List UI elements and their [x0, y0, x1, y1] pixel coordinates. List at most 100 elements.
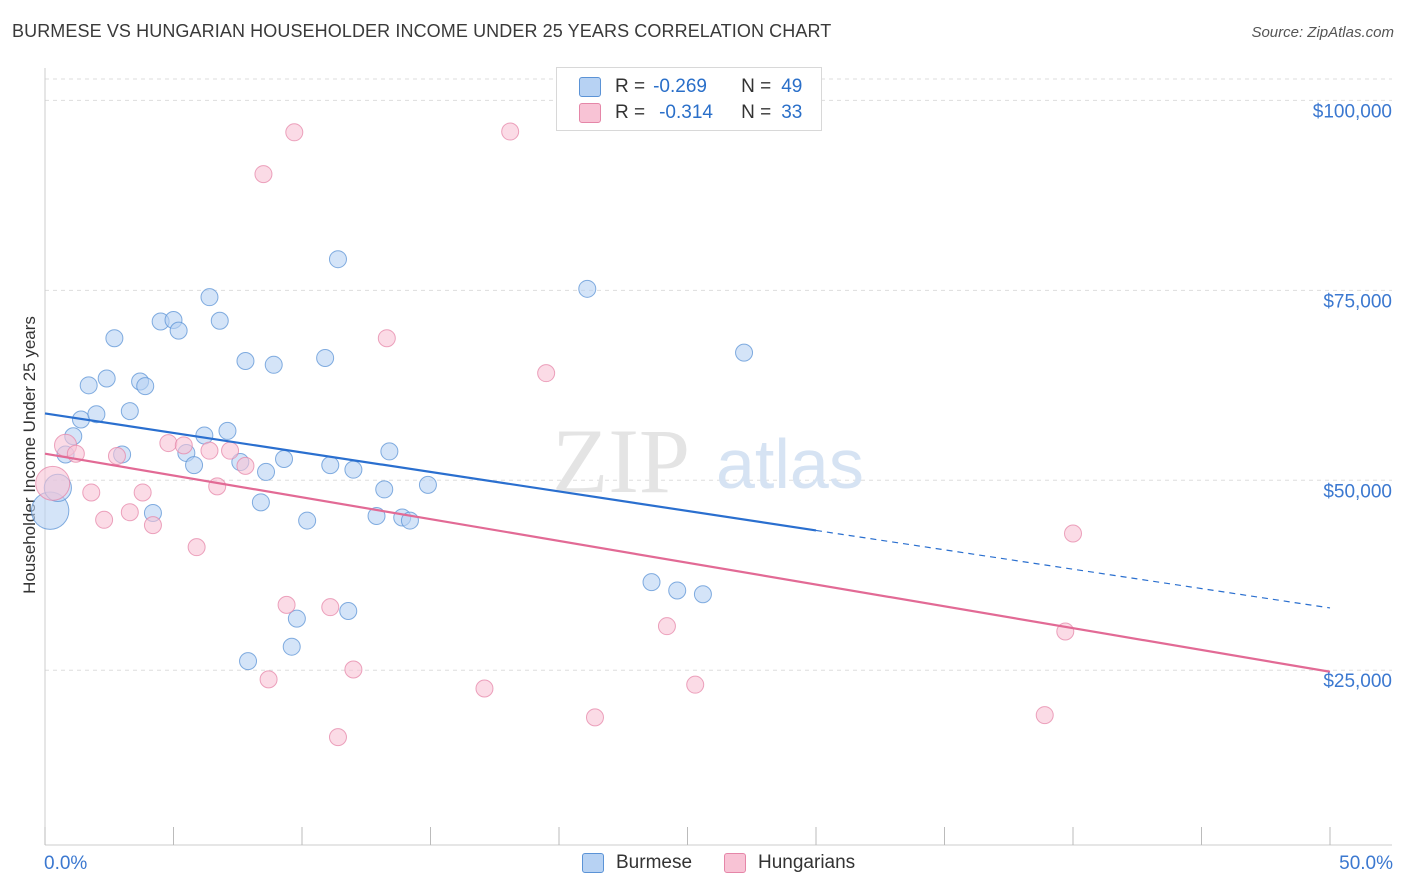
hungarian-point	[501, 122, 520, 141]
burmese-point	[418, 475, 437, 494]
hungarian-trend-line	[44, 452, 1331, 673]
hungarians-swatch	[579, 103, 601, 123]
hungarian-point	[475, 679, 494, 698]
legend-label: Burmese	[616, 852, 693, 873]
hungarian-point	[95, 510, 114, 529]
burmese-swatch	[582, 853, 604, 873]
burmese-point	[321, 456, 340, 475]
burmese-swatch	[579, 77, 601, 97]
gridlines	[45, 78, 1392, 671]
trend-lines	[44, 412, 1331, 673]
hungarian-point	[377, 329, 396, 348]
tick-labels: $25,000 $50,000 $75,000 $100,000 0.0% 50.0%	[44, 101, 1393, 874]
axes	[44, 68, 1392, 846]
r-label: R =	[615, 102, 646, 123]
r-label: R =	[615, 76, 646, 97]
burmese-point	[105, 329, 124, 348]
hungarian-point	[686, 675, 705, 694]
y-tick-label: $100,000	[1313, 101, 1392, 122]
hungarian-point	[328, 728, 347, 747]
burmese-point	[210, 311, 229, 330]
n-value: 49	[781, 76, 803, 97]
hungarian-point	[537, 364, 556, 383]
burmese-point	[578, 279, 597, 298]
legend-item-hungarians: Hungarians	[724, 852, 855, 874]
burmese-point	[339, 601, 358, 620]
hungarian-point	[585, 708, 604, 727]
x-tick-label: 0.0%	[44, 853, 87, 874]
y-tick-label: $25,000	[1323, 671, 1392, 692]
hungarian-point	[277, 595, 296, 614]
burmese-point	[375, 480, 394, 499]
burmese-point	[239, 652, 258, 671]
burmese-point	[120, 402, 139, 421]
burmese-point	[287, 609, 306, 628]
n-label: N =	[741, 102, 772, 123]
burmese-point	[275, 450, 294, 469]
data-points	[30, 122, 1082, 747]
series-legend: Burmese Hungarians	[0, 852, 1406, 878]
legend-label: Hungarians	[758, 852, 856, 873]
hungarian-point	[221, 441, 240, 460]
hungarian-point	[174, 436, 193, 455]
burmese-point	[380, 442, 399, 461]
burmese-point	[200, 288, 219, 307]
y-tick-label: $75,000	[1323, 291, 1392, 312]
hungarian-point	[254, 165, 273, 184]
hungarian-point	[236, 456, 255, 475]
burmese-trend-line	[44, 412, 817, 532]
stats-legend: R = -0.269 N = 49 R = -0.314 N = 33	[556, 67, 822, 131]
burmese-point	[136, 377, 155, 396]
chart-title: BURMESE VS HUNGARIAN HOUSEHOLDER INCOME …	[12, 21, 832, 41]
r-value: -0.314	[659, 102, 713, 123]
hungarian-point	[1064, 524, 1082, 543]
burmese-point	[257, 462, 276, 481]
legend-item-burmese: Burmese	[582, 852, 692, 874]
n-label: N =	[741, 76, 772, 97]
hungarian-point	[657, 617, 676, 636]
hungarians-swatch	[724, 853, 746, 873]
burmese-point	[195, 426, 214, 445]
hungarian-point	[321, 598, 340, 617]
burmese-point	[344, 460, 363, 479]
hungarian-point	[187, 538, 206, 557]
burmese-point	[642, 573, 661, 592]
source-label: Source: ZipAtlas.com	[1251, 24, 1394, 41]
burmese-point	[282, 637, 301, 656]
burmese-point	[693, 585, 712, 604]
hungarian-point	[200, 441, 219, 460]
hungarian-point	[208, 477, 227, 496]
hungarian-point	[143, 516, 162, 535]
burmese-point	[316, 348, 335, 367]
burmese-point	[298, 511, 317, 530]
hungarian-point	[344, 660, 363, 679]
watermark-zip: ZIP	[552, 410, 690, 512]
burmese-trend-extension	[815, 529, 1331, 609]
burmese-point	[735, 343, 754, 362]
burmese-point	[264, 355, 283, 374]
burmese-point	[668, 581, 687, 600]
watermark: ZIP atlas	[552, 410, 864, 512]
watermark-atlas: atlas	[716, 425, 864, 503]
y-tick-label: $50,000	[1323, 481, 1392, 502]
hungarian-point	[1035, 706, 1054, 725]
burmese-point	[251, 493, 270, 512]
hungarian-point	[133, 483, 152, 502]
n-value: 33	[781, 102, 803, 123]
r-value: -0.269	[653, 76, 707, 97]
hungarian-point	[259, 670, 278, 689]
burmese-point	[328, 250, 347, 269]
burmese-point	[79, 376, 98, 395]
x-tick-label: 50.0%	[1339, 853, 1393, 874]
burmese-point	[87, 405, 106, 424]
stats-row-hungarians: R = -0.314 N = 33	[579, 101, 802, 125]
burmese-point	[218, 421, 237, 440]
hungarian-point	[35, 465, 71, 501]
stats-row-burmese: R = -0.269 N = 49	[579, 75, 802, 99]
hungarian-point	[120, 503, 139, 522]
hungarian-point	[82, 483, 101, 502]
burmese-point	[185, 456, 204, 475]
burmese-point	[236, 352, 255, 371]
hungarian-point	[285, 123, 304, 142]
